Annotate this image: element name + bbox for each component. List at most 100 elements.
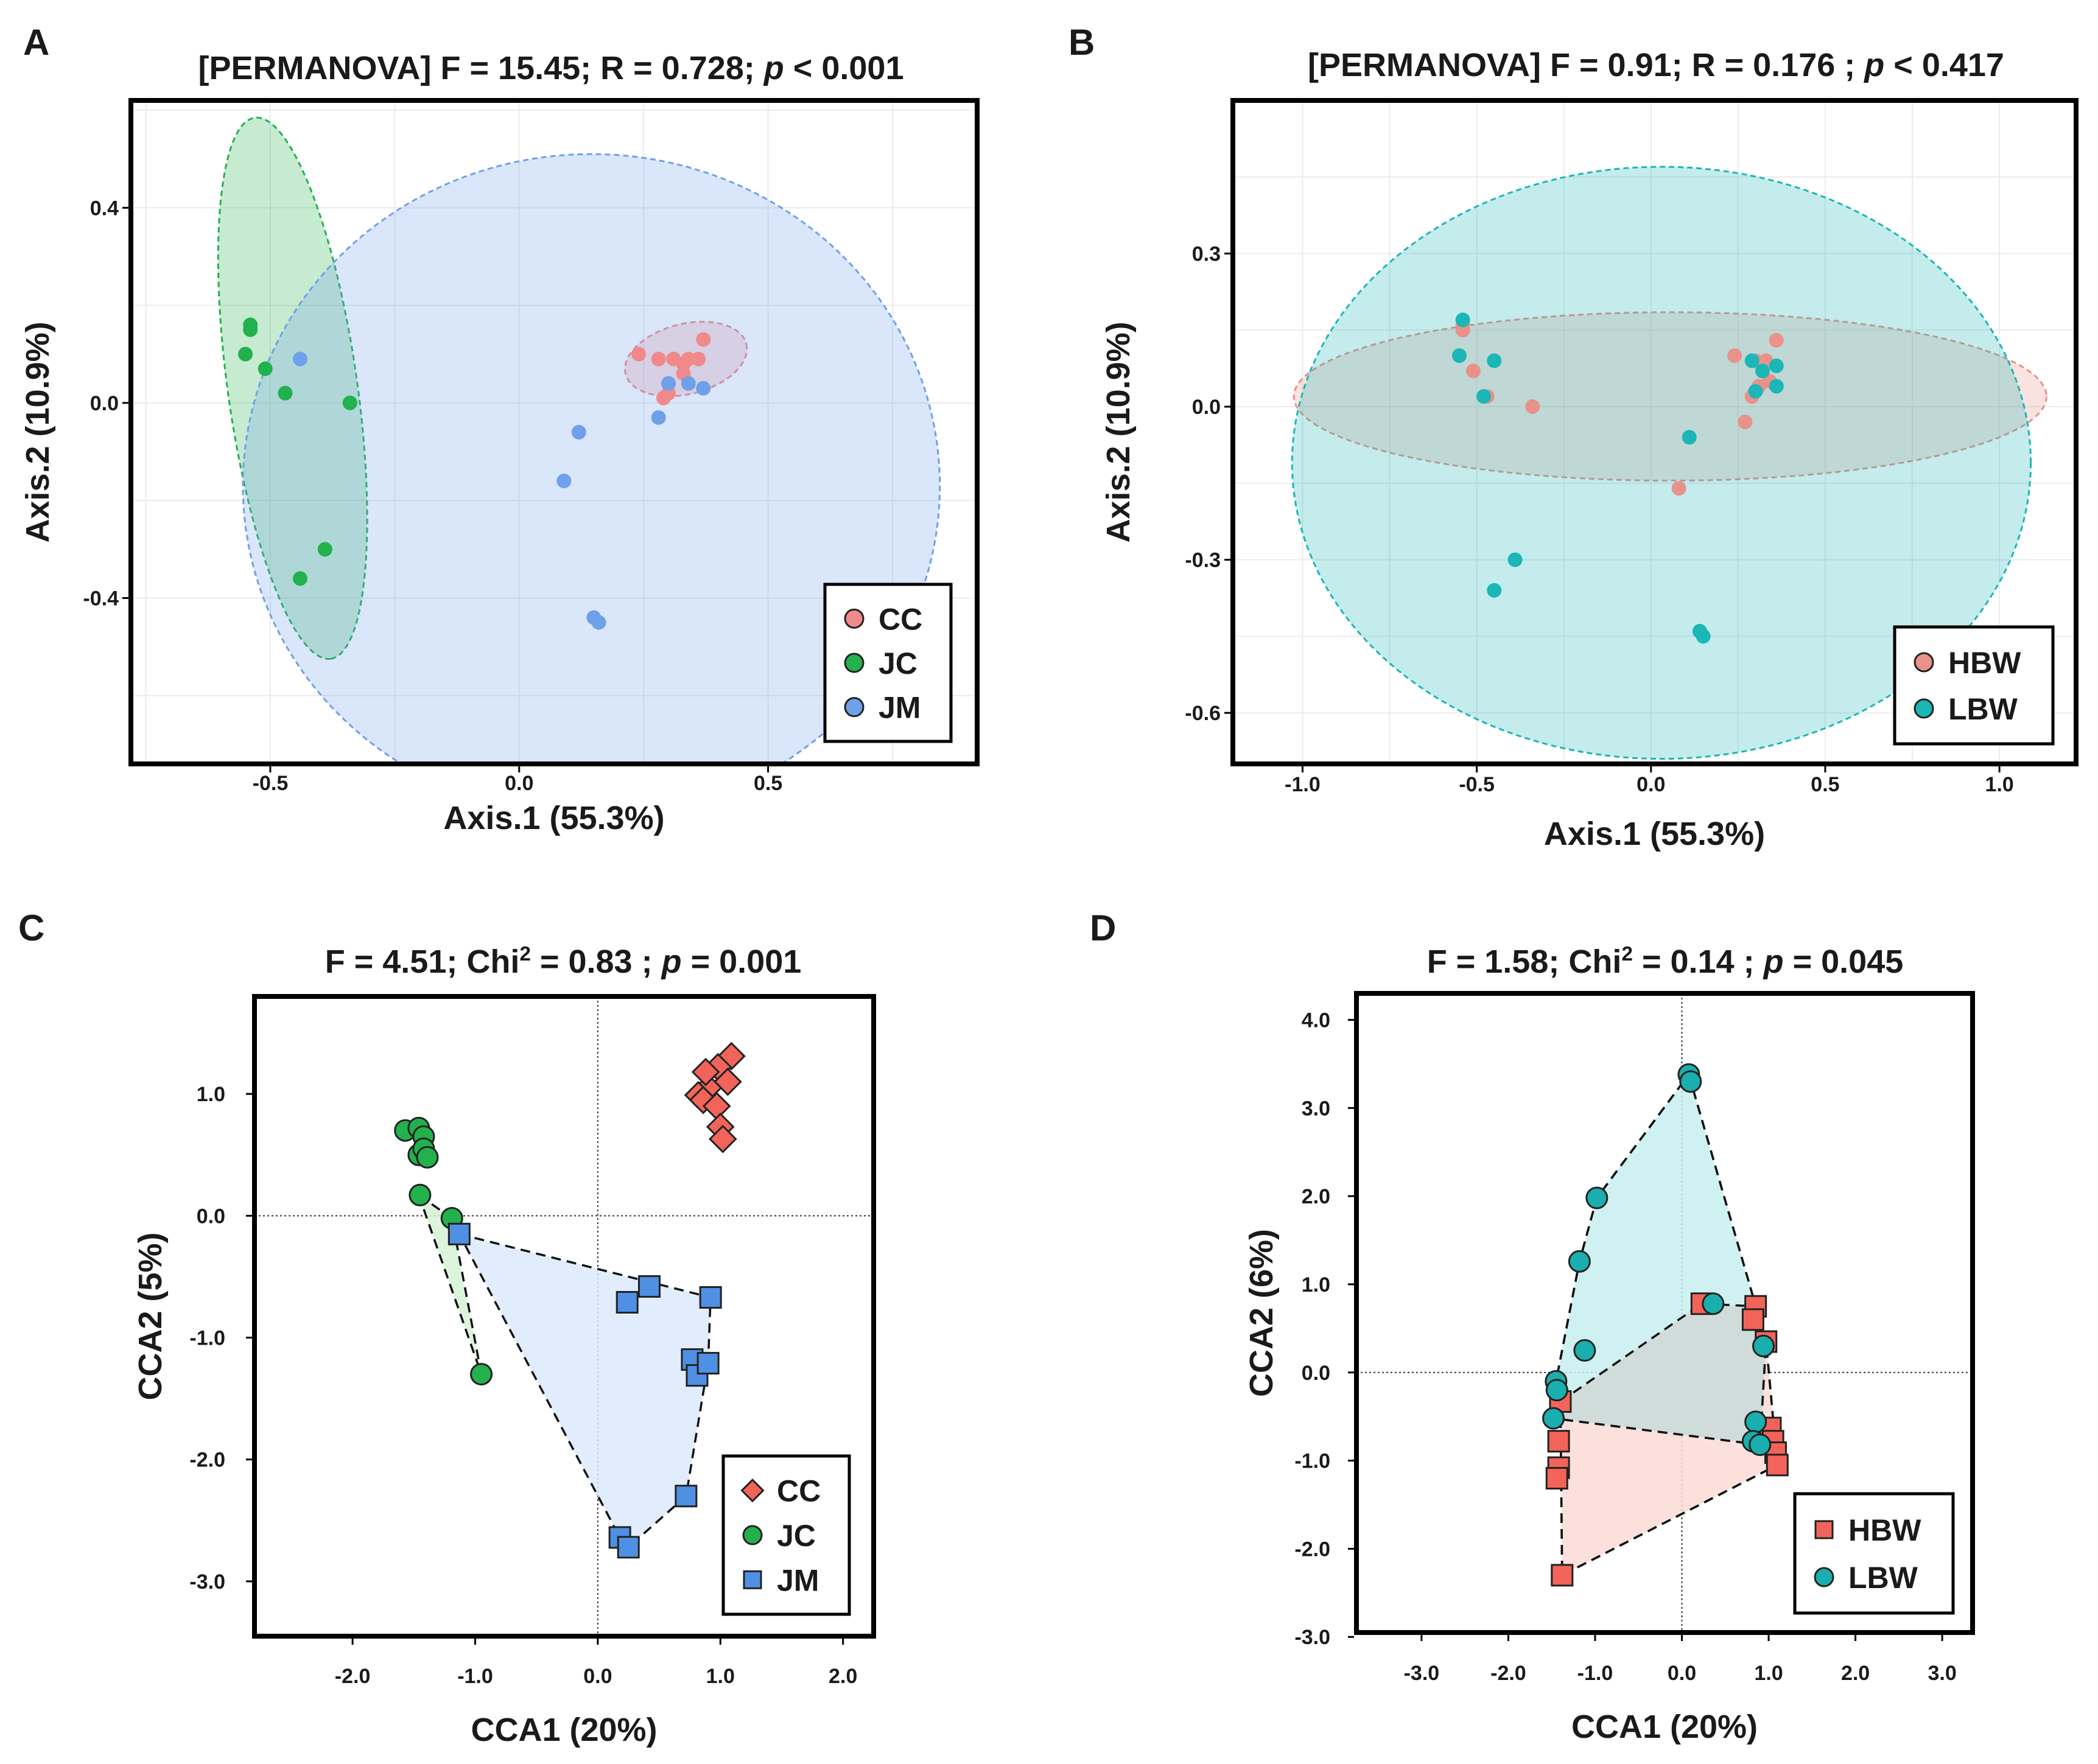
data-point-lbw <box>1545 1379 1568 1402</box>
legend-marker-hbw <box>1914 652 1934 673</box>
data-point-jc <box>342 395 357 410</box>
x-tick-label: -2.0 <box>335 1665 371 1688</box>
title-superscript: 2 <box>1621 943 1633 965</box>
legend-marker-lbw <box>1814 1567 1834 1587</box>
legend-marker-jm <box>844 697 865 718</box>
data-point-cc <box>691 1057 720 1087</box>
x-axis-label: CCA1 (20%) <box>471 1712 657 1748</box>
data-point-cc <box>631 346 646 362</box>
y-tick-label: -1.0 <box>189 1327 225 1350</box>
data-point-lbw <box>1755 363 1770 379</box>
chart-panel-a: -0.5 0.0 0.5 0.4 0.0 -0.4 Axis.1 (55.3%) Axis.2… <box>19 50 980 836</box>
y-tick-label: -0.4 <box>83 587 119 611</box>
y-tick-label: 0.0 <box>90 392 119 415</box>
x-tick-label: 0.0 <box>505 772 533 795</box>
legend: CC JC JM <box>823 583 953 743</box>
chart-panel-b: -1.0 -0.5 0.0 0.5 1.0 0.3 0.0 -0.3 -0.6 Axis.1 (5… <box>1100 47 2079 852</box>
legend-label-hbw: HBW <box>1848 1513 1921 1547</box>
data-point-hbw <box>1727 348 1742 363</box>
data-point-jc <box>416 1146 439 1169</box>
y-axis-label: CCA2 (5%) <box>132 1232 169 1400</box>
hull-overlap <box>1560 1303 1766 1445</box>
data-point-lbw <box>1702 1292 1725 1315</box>
hull-jc <box>416 1192 483 1375</box>
y-axis-label: Axis.2 (10.9%) <box>1100 321 1137 542</box>
data-point-lbw <box>1679 1070 1702 1093</box>
title-superscript: 2 <box>519 943 531 965</box>
data-point-jm <box>696 1352 720 1375</box>
data-point-hbw <box>1455 323 1470 338</box>
x-tick-label: -1.0 <box>1285 773 1321 796</box>
legend-label-lbw: LBW <box>1948 692 2018 726</box>
data-point-lbw <box>1769 379 1784 394</box>
data-point-jc <box>278 385 293 401</box>
data-point-lbw <box>1568 1250 1591 1273</box>
legend-label-jm: JM <box>777 1563 819 1597</box>
x-tick-label: 0.5 <box>754 772 782 795</box>
x-tick-label: 1.0 <box>1754 1662 1783 1685</box>
data-point-hbw <box>1738 415 1753 430</box>
title-text: < 0.001 <box>784 50 904 86</box>
data-point-jm <box>637 1275 661 1298</box>
data-point-lbw <box>1749 1433 1772 1457</box>
legend-marker-jc <box>742 1525 763 1545</box>
data-point-jc <box>409 1183 432 1206</box>
plot-frame <box>252 994 876 1639</box>
data-point-jc <box>258 361 273 376</box>
chart-title: [PERMANOVA] F = 15.45; R = 0.728; p < 0.… <box>198 50 904 86</box>
data-point-hbw <box>1769 333 1784 348</box>
plot-area <box>254 996 874 1636</box>
data-point-jc <box>238 346 253 362</box>
y-tick-label: 0.0 <box>197 1205 225 1228</box>
y-tick-label: -1.0 <box>1294 1450 1330 1473</box>
data-point-jm <box>675 1485 698 1508</box>
legend-marker-cc <box>740 1479 765 1503</box>
data-point-lbw <box>1487 353 1502 368</box>
data-point-cc <box>656 390 671 405</box>
y-tick-label: 3.0 <box>1302 1097 1330 1120</box>
title-p-symbol: p <box>763 50 784 86</box>
legend-box <box>1793 1492 1955 1615</box>
data-point-lbw <box>1744 1410 1767 1433</box>
data-point-jm <box>617 1536 640 1559</box>
title-p-symbol: p <box>1863 47 1884 83</box>
data-point-hbw <box>1465 363 1481 379</box>
x-tick-label: -1.0 <box>457 1665 493 1688</box>
legend-label-jc: JC <box>879 646 917 681</box>
data-point-jm <box>591 615 606 630</box>
data-point-jm <box>556 474 572 489</box>
data-point-jm <box>571 425 586 439</box>
confidence-ellipse-hbw <box>1293 311 2047 482</box>
data-point-hbw <box>1547 1430 1570 1453</box>
data-point-lbw <box>1542 1407 1565 1430</box>
title-p-symbol: p <box>661 943 682 980</box>
panel-label-b: B <box>1068 22 1095 63</box>
legend-label-jm: JM <box>879 691 921 725</box>
title-text: < 0.417 <box>1884 47 2004 83</box>
y-tick-label: 0.3 <box>1192 243 1221 266</box>
data-point-hbw <box>1766 1454 1789 1477</box>
data-point-jm <box>616 1290 639 1314</box>
x-axis-label: Axis.1 (55.3%) <box>443 800 664 836</box>
legend: HBW LBW <box>1793 1492 1955 1615</box>
data-point-lbw <box>1769 359 1784 373</box>
plot-frame <box>128 98 980 766</box>
y-tick-label: 4.0 <box>1302 1009 1330 1032</box>
legend-marker-cc <box>844 608 865 629</box>
data-point-hbw <box>1545 1467 1568 1490</box>
plot-area <box>1356 993 1973 1633</box>
x-tick-label: 0.0 <box>1668 1662 1696 1685</box>
data-point-lbw <box>1752 1334 1775 1357</box>
y-tick-label: 0.0 <box>1302 1362 1330 1385</box>
x-tick-label: 2.0 <box>829 1665 857 1688</box>
x-axis-label: Axis.1 (55.3%) <box>1544 816 1765 852</box>
y-tick-label: 1.0 <box>1302 1273 1330 1297</box>
title-text: = 0.83 ; <box>531 943 662 980</box>
data-point-hbw <box>1741 1308 1764 1331</box>
chart-panel-d: -3.0 -2.0 -1.0 0.0 1.0 2.0 3.0 4.0 3.0 2.0 1.0 0.0 -… <box>1243 943 1975 1745</box>
data-point-lbw <box>1507 552 1523 567</box>
x-axis-label: CCA1 (20%) <box>1571 1709 1758 1745</box>
y-tick-label: -2.0 <box>189 1449 225 1472</box>
confidence-ellipse-jm <box>242 153 941 764</box>
